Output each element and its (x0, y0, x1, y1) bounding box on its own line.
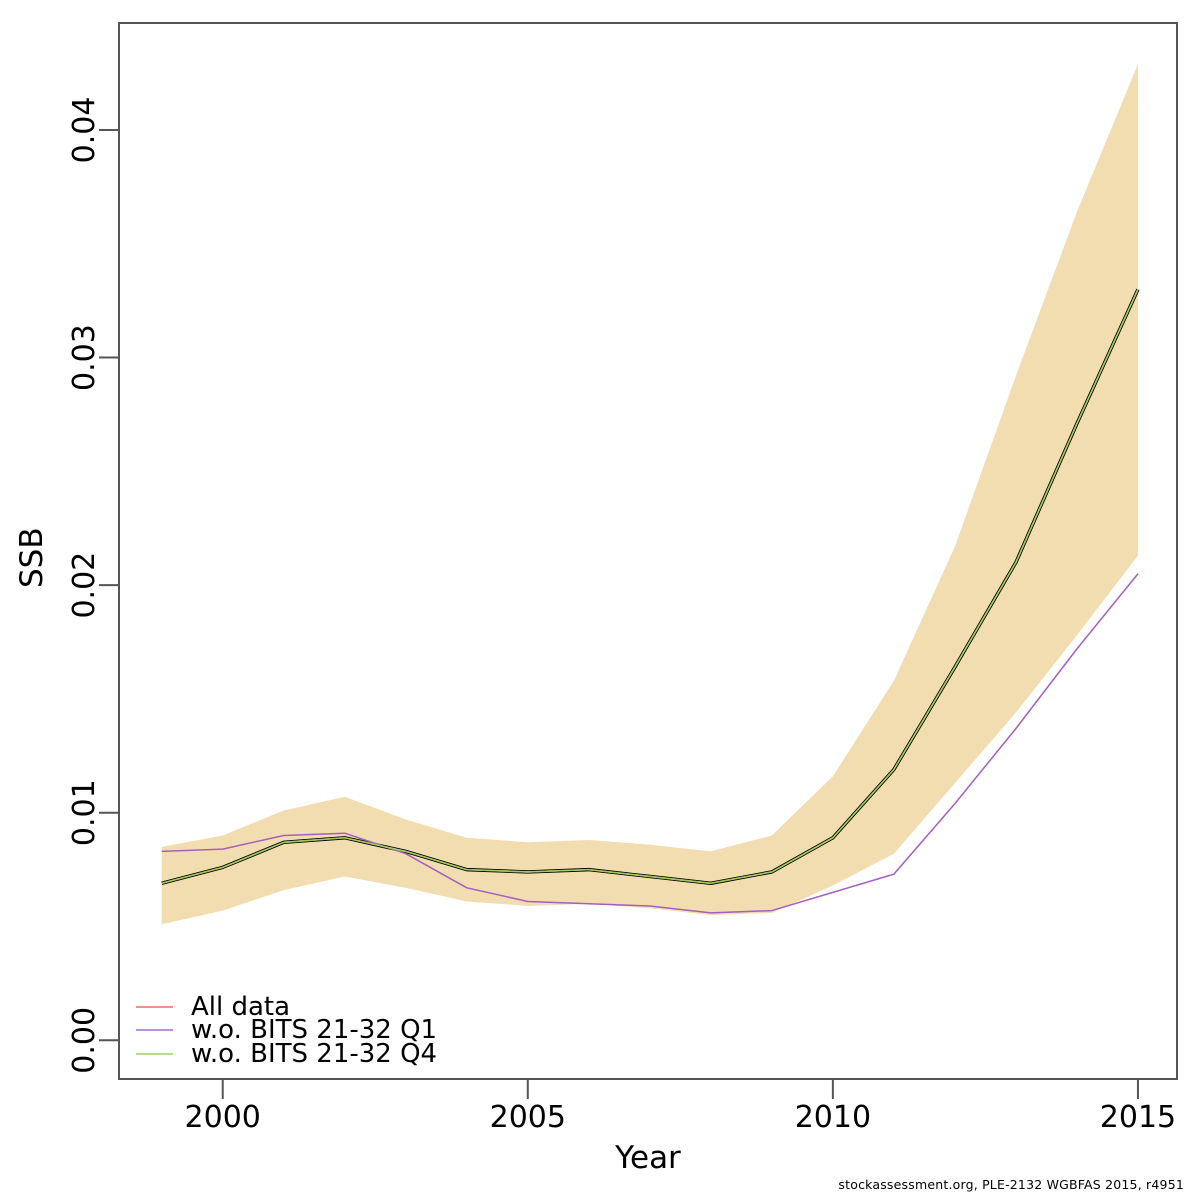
source-attribution: stockassessment.org, PLE-2132 WGBFAS 201… (838, 1177, 1184, 1192)
legend: All data w.o. BITS 21-32 Q1 w.o. BITS 21… (136, 991, 438, 1069)
legend-label: All data (191, 991, 291, 1022)
y-tick-label: 0.04 (67, 97, 102, 164)
y-tick-label: 0.01 (67, 779, 102, 846)
legend-item-wo-bits-q4: w.o. BITS 21-32 Q4 (136, 1038, 438, 1069)
all-data-line-swatch (136, 1005, 173, 1008)
x-axis-title: Year (615, 1140, 681, 1176)
y-tick-label: 0.00 (67, 1007, 102, 1074)
y-tick-label: 0.02 (67, 552, 102, 619)
x-tick-label: 2005 (490, 1100, 566, 1135)
legend-label: w.o. BITS 21-32 Q4 (191, 1038, 438, 1069)
confidence-band (161, 63, 1138, 925)
x-tick-label: 2015 (1100, 1100, 1176, 1135)
wo-bits-q4-line-swatch (136, 1052, 173, 1055)
wo-bits-21-32-q4-line (161, 288, 1139, 885)
plot-border (118, 22, 1178, 1080)
legend-item-all-data: All data (136, 991, 437, 1022)
wo-bits-21-32-q1-line (161, 573, 1139, 914)
y-tick-label: 0.03 (67, 324, 102, 391)
x-tick-label: 2010 (795, 1100, 871, 1135)
legend-item-wo-bits-q1: w.o. BITS 21-32 Q1 (136, 1015, 438, 1046)
y-axis-title: SSB (14, 527, 50, 588)
wo-bits-q1-line-swatch (136, 1029, 173, 1032)
x-tick-label: 2000 (185, 1100, 261, 1135)
legend-label: w.o. BITS 21-32 Q1 (191, 1015, 438, 1046)
